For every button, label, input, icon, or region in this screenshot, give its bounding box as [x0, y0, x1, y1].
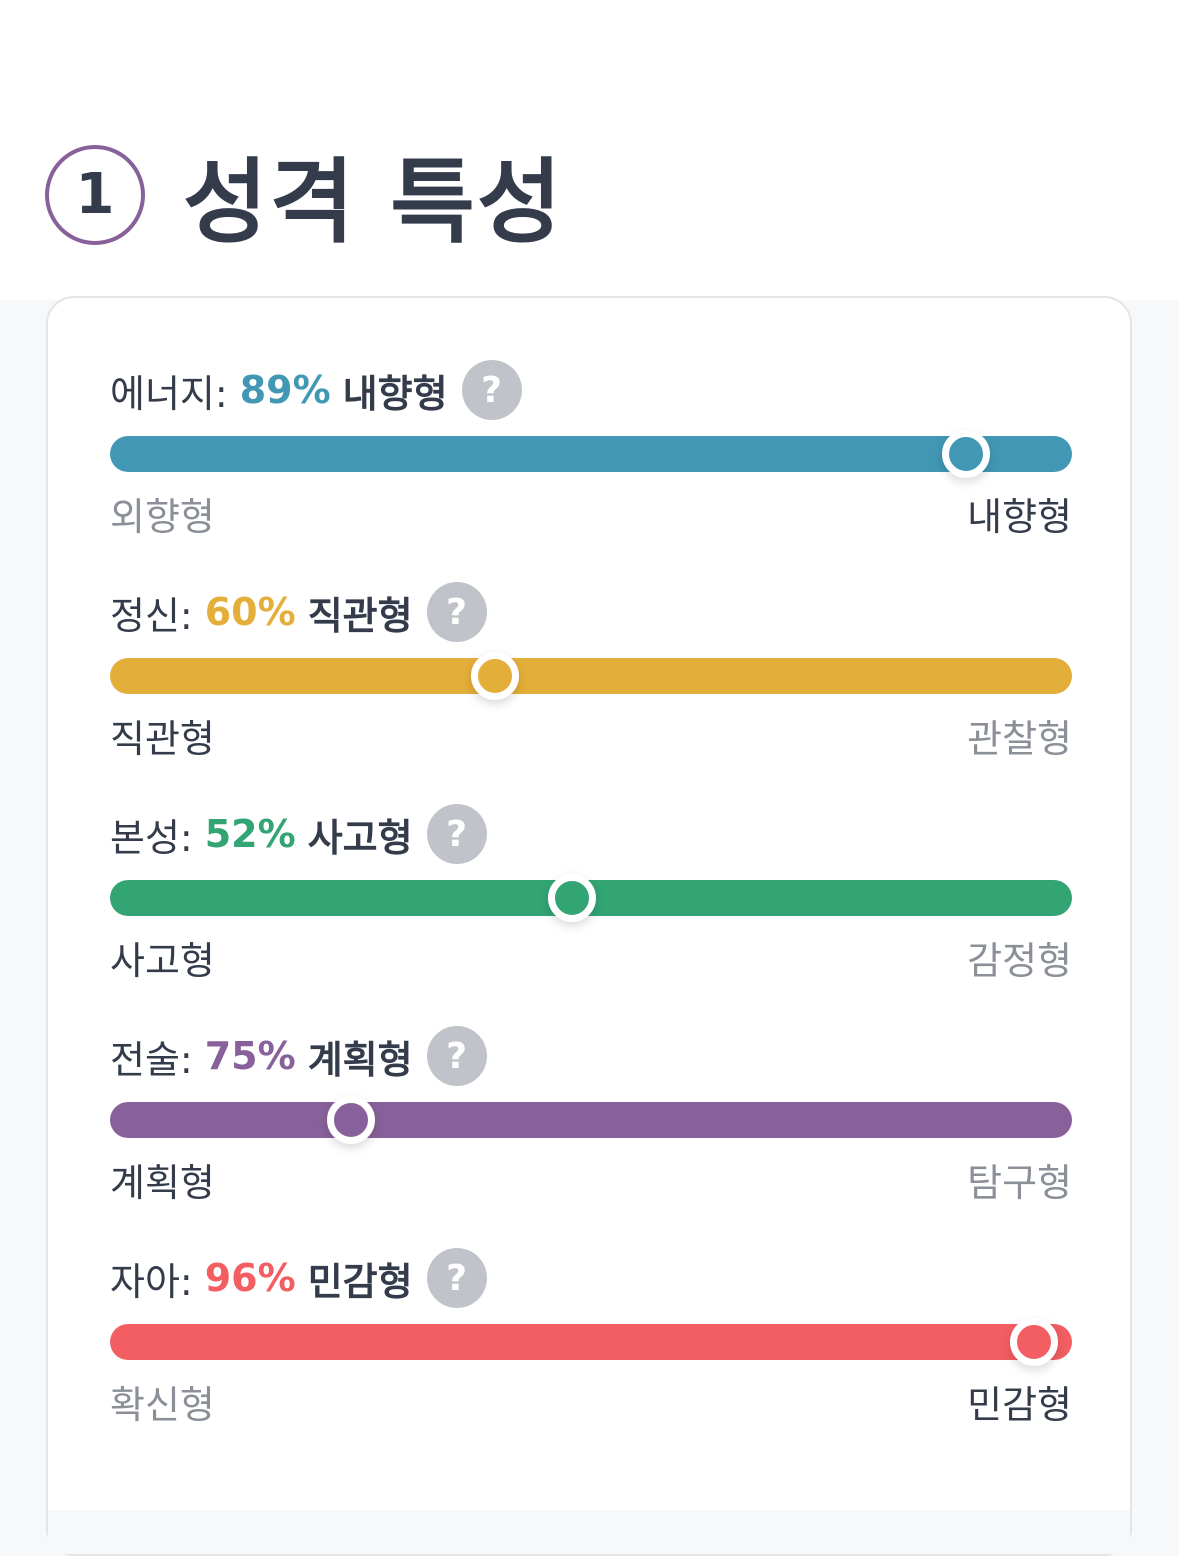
- trait-ends: 외향형 내향형: [110, 486, 1072, 541]
- trait-row: 자아: 96% 민감형 ? 확신형 민감형: [110, 1248, 1072, 1429]
- traits-card: 에너지: 89% 내향형 ? 외향형 내향형 정신: 60% 직관형 ? 직관형…: [46, 296, 1132, 1556]
- trait-right-label: 탐구형: [967, 1161, 1072, 1205]
- trait-row: 정신: 60% 직관형 ? 직관형 관찰형: [110, 582, 1072, 763]
- trait-right-label: 관찰형: [967, 717, 1072, 761]
- trait-result: 계획형: [307, 1037, 413, 1082]
- trait-marker: [1009, 1318, 1058, 1366]
- trait-percent: 89%: [239, 368, 331, 412]
- trait-heading: 정신: 60% 직관형 ?: [110, 582, 1072, 642]
- trait-right-label: 감정형: [967, 939, 1072, 983]
- trait-left-label: 직관형: [110, 717, 215, 761]
- trait-marker: [547, 874, 596, 922]
- trait-marker: [470, 652, 519, 700]
- trait-heading: 본성: 52% 사고형 ?: [110, 804, 1072, 864]
- trait-heading: 에너지: 89% 내향형 ?: [110, 360, 1072, 420]
- trait-marker: [326, 1096, 375, 1144]
- trait-percent: 96%: [204, 1256, 296, 1300]
- trait-left-label: 계획형: [110, 1161, 215, 1205]
- trait-bar: [110, 1096, 1072, 1144]
- trait-result: 민감형: [307, 1259, 413, 1304]
- trait-label: 본성:: [110, 815, 193, 860]
- trait-label: 에너지:: [110, 371, 228, 416]
- help-icon[interactable]: ?: [461, 360, 522, 420]
- help-icon[interactable]: ?: [426, 1026, 487, 1086]
- trait-percent: 52%: [204, 812, 296, 856]
- trait-ends: 계획형 탐구형: [110, 1152, 1072, 1207]
- trait-row: 본성: 52% 사고형 ? 사고형 감정형: [110, 804, 1072, 985]
- trait-label: 전술:: [110, 1037, 193, 1082]
- trait-percent: 60%: [204, 590, 296, 634]
- section-heading: 1 성격 특성: [45, 128, 564, 261]
- page-title: 성격 특성: [183, 149, 564, 256]
- trait-bar: [110, 430, 1072, 478]
- trait-right-label: 내향형: [967, 495, 1072, 539]
- trait-result: 사고형: [307, 815, 413, 860]
- trait-marker: [942, 430, 991, 478]
- help-icon[interactable]: ?: [426, 1248, 487, 1308]
- help-icon[interactable]: ?: [426, 804, 487, 864]
- trait-ends: 확신형 민감형: [110, 1374, 1072, 1429]
- trait-right-label: 민감형: [967, 1383, 1072, 1427]
- section-number: 1: [45, 144, 145, 245]
- trait-heading: 전술: 75% 계획형 ?: [110, 1026, 1072, 1086]
- trait-result: 내향형: [342, 371, 448, 416]
- trait-ends: 사고형 감정형: [110, 930, 1072, 985]
- header-area: [0, 0, 1179, 300]
- trait-percent: 75%: [204, 1034, 296, 1078]
- trait-row: 전술: 75% 계획형 ? 계획형 탐구형: [110, 1026, 1072, 1207]
- trait-left-label: 확신형: [110, 1383, 215, 1427]
- trait-left-label: 사고형: [110, 939, 215, 983]
- trait-left-label: 외향형: [110, 495, 215, 539]
- trait-bar: [110, 1318, 1072, 1366]
- trait-row: 에너지: 89% 내향형 ? 외향형 내향형: [110, 360, 1072, 541]
- trait-bar: [110, 652, 1072, 700]
- trait-label: 정신:: [110, 593, 193, 638]
- card-footer: [48, 1510, 1130, 1554]
- trait-ends: 직관형 관찰형: [110, 708, 1072, 763]
- trait-label: 자아:: [110, 1259, 193, 1304]
- help-icon[interactable]: ?: [426, 582, 487, 642]
- trait-heading: 자아: 96% 민감형 ?: [110, 1248, 1072, 1308]
- trait-bar: [110, 874, 1072, 922]
- trait-result: 직관형: [307, 593, 413, 638]
